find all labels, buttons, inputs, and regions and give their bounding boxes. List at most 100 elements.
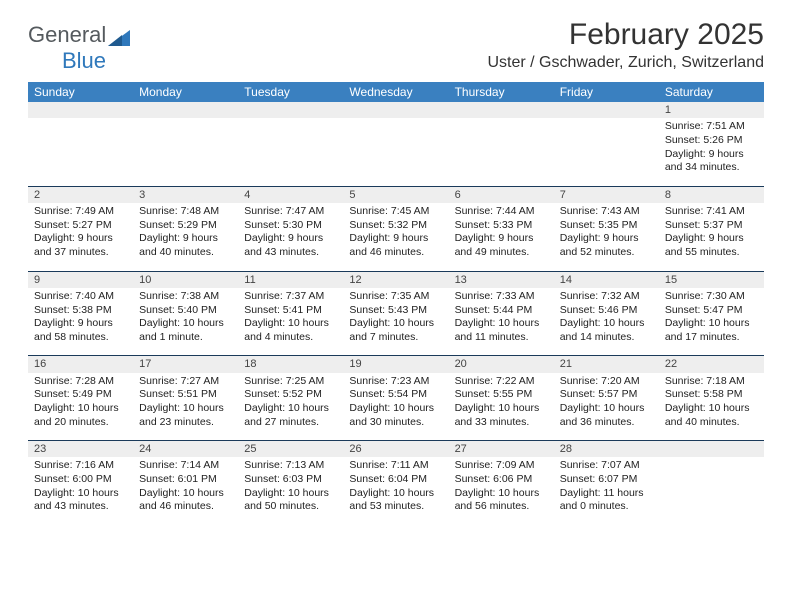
day-detail-cell: Sunrise: 7:32 AMSunset: 5:46 PMDaylight:…	[554, 288, 659, 356]
sunrise-line: Sunrise: 7:32 AM	[560, 290, 653, 304]
sunrise-line: Sunrise: 7:16 AM	[34, 459, 127, 473]
daylight-line: Daylight: 10 hours and 7 minutes.	[349, 317, 442, 344]
daylight-line: Daylight: 9 hours and 49 minutes.	[455, 232, 548, 259]
day-number-cell: 2	[28, 186, 133, 203]
sunset-line: Sunset: 5:32 PM	[349, 219, 442, 233]
sunset-line: Sunset: 6:06 PM	[455, 473, 548, 487]
detail-row: Sunrise: 7:28 AMSunset: 5:49 PMDaylight:…	[28, 373, 764, 441]
daylight-line: Daylight: 10 hours and 40 minutes.	[665, 402, 758, 429]
day-detail-cell: Sunrise: 7:49 AMSunset: 5:27 PMDaylight:…	[28, 203, 133, 271]
sunset-line: Sunset: 5:43 PM	[349, 304, 442, 318]
day-detail-cell: Sunrise: 7:30 AMSunset: 5:47 PMDaylight:…	[659, 288, 764, 356]
day-number-cell: 9	[28, 271, 133, 288]
sunset-line: Sunset: 5:46 PM	[560, 304, 653, 318]
title-block: February 2025 Uster / Gschwader, Zurich,…	[487, 18, 764, 72]
weekday-header: Wednesday	[343, 82, 448, 102]
sunset-line: Sunset: 5:29 PM	[139, 219, 232, 233]
day-detail-cell	[554, 118, 659, 186]
sunset-line: Sunset: 5:51 PM	[139, 388, 232, 402]
sunset-line: Sunset: 5:58 PM	[665, 388, 758, 402]
calendar-page: General Blue February 2025 Uster / Gschw…	[0, 0, 792, 535]
day-detail-cell: Sunrise: 7:14 AMSunset: 6:01 PMDaylight:…	[133, 457, 238, 525]
day-detail-cell: Sunrise: 7:27 AMSunset: 5:51 PMDaylight:…	[133, 373, 238, 441]
sunrise-line: Sunrise: 7:40 AM	[34, 290, 127, 304]
day-detail-cell: Sunrise: 7:25 AMSunset: 5:52 PMDaylight:…	[238, 373, 343, 441]
weekday-header: Saturday	[659, 82, 764, 102]
day-detail-cell: Sunrise: 7:40 AMSunset: 5:38 PMDaylight:…	[28, 288, 133, 356]
day-detail-cell: Sunrise: 7:48 AMSunset: 5:29 PMDaylight:…	[133, 203, 238, 271]
day-detail-cell: Sunrise: 7:43 AMSunset: 5:35 PMDaylight:…	[554, 203, 659, 271]
day-detail-cell: Sunrise: 7:44 AMSunset: 5:33 PMDaylight:…	[449, 203, 554, 271]
day-detail-cell: Sunrise: 7:13 AMSunset: 6:03 PMDaylight:…	[238, 457, 343, 525]
weekday-header: Tuesday	[238, 82, 343, 102]
day-number-cell: 25	[238, 441, 343, 458]
daylight-line: Daylight: 10 hours and 46 minutes.	[139, 487, 232, 514]
sunrise-line: Sunrise: 7:35 AM	[349, 290, 442, 304]
weekday-header: Sunday	[28, 82, 133, 102]
day-detail-cell	[238, 118, 343, 186]
day-number-cell: 4	[238, 186, 343, 203]
sunrise-line: Sunrise: 7:07 AM	[560, 459, 653, 473]
detail-row: Sunrise: 7:51 AMSunset: 5:26 PMDaylight:…	[28, 118, 764, 186]
day-number-cell: 24	[133, 441, 238, 458]
sunset-line: Sunset: 5:55 PM	[455, 388, 548, 402]
daylight-line: Daylight: 9 hours and 34 minutes.	[665, 148, 758, 175]
sunset-line: Sunset: 5:26 PM	[665, 134, 758, 148]
month-title: February 2025	[487, 18, 764, 52]
sunrise-line: Sunrise: 7:14 AM	[139, 459, 232, 473]
daylight-line: Daylight: 9 hours and 37 minutes.	[34, 232, 127, 259]
day-detail-cell: Sunrise: 7:33 AMSunset: 5:44 PMDaylight:…	[449, 288, 554, 356]
weekday-header-row: Sunday Monday Tuesday Wednesday Thursday…	[28, 82, 764, 102]
sunset-line: Sunset: 5:40 PM	[139, 304, 232, 318]
sunset-line: Sunset: 5:52 PM	[244, 388, 337, 402]
day-number-cell	[554, 102, 659, 118]
daylight-line: Daylight: 9 hours and 40 minutes.	[139, 232, 232, 259]
daynum-row: 1	[28, 102, 764, 118]
sunset-line: Sunset: 5:57 PM	[560, 388, 653, 402]
sunrise-line: Sunrise: 7:49 AM	[34, 205, 127, 219]
day-detail-cell	[659, 457, 764, 525]
daylight-line: Daylight: 10 hours and 11 minutes.	[455, 317, 548, 344]
sunrise-line: Sunrise: 7:33 AM	[455, 290, 548, 304]
sunrise-line: Sunrise: 7:43 AM	[560, 205, 653, 219]
day-number-cell: 6	[449, 186, 554, 203]
daylight-line: Daylight: 10 hours and 56 minutes.	[455, 487, 548, 514]
day-detail-cell	[28, 118, 133, 186]
daylight-line: Daylight: 10 hours and 53 minutes.	[349, 487, 442, 514]
day-detail-cell: Sunrise: 7:09 AMSunset: 6:06 PMDaylight:…	[449, 457, 554, 525]
sunset-line: Sunset: 6:07 PM	[560, 473, 653, 487]
sunset-line: Sunset: 5:27 PM	[34, 219, 127, 233]
daylight-line: Daylight: 9 hours and 55 minutes.	[665, 232, 758, 259]
day-number-cell	[238, 102, 343, 118]
daylight-line: Daylight: 10 hours and 33 minutes.	[455, 402, 548, 429]
daylight-line: Daylight: 10 hours and 36 minutes.	[560, 402, 653, 429]
brand-triangle-icon	[108, 28, 130, 48]
day-detail-cell: Sunrise: 7:07 AMSunset: 6:07 PMDaylight:…	[554, 457, 659, 525]
day-detail-cell	[343, 118, 448, 186]
day-number-cell: 16	[28, 356, 133, 373]
daynum-row: 9101112131415	[28, 271, 764, 288]
day-number-cell: 12	[343, 271, 448, 288]
day-number-cell: 23	[28, 441, 133, 458]
day-number-cell: 5	[343, 186, 448, 203]
sunrise-line: Sunrise: 7:09 AM	[455, 459, 548, 473]
sunset-line: Sunset: 6:01 PM	[139, 473, 232, 487]
day-number-cell: 21	[554, 356, 659, 373]
day-detail-cell	[133, 118, 238, 186]
sunrise-line: Sunrise: 7:25 AM	[244, 375, 337, 389]
daylight-line: Daylight: 11 hours and 0 minutes.	[560, 487, 653, 514]
daylight-line: Daylight: 10 hours and 17 minutes.	[665, 317, 758, 344]
sunrise-line: Sunrise: 7:30 AM	[665, 290, 758, 304]
daylight-line: Daylight: 9 hours and 52 minutes.	[560, 232, 653, 259]
day-detail-cell: Sunrise: 7:51 AMSunset: 5:26 PMDaylight:…	[659, 118, 764, 186]
day-number-cell	[133, 102, 238, 118]
sunset-line: Sunset: 5:30 PM	[244, 219, 337, 233]
sunrise-line: Sunrise: 7:41 AM	[665, 205, 758, 219]
day-number-cell: 8	[659, 186, 764, 203]
day-detail-cell: Sunrise: 7:18 AMSunset: 5:58 PMDaylight:…	[659, 373, 764, 441]
daylight-line: Daylight: 9 hours and 43 minutes.	[244, 232, 337, 259]
daylight-line: Daylight: 10 hours and 27 minutes.	[244, 402, 337, 429]
daylight-line: Daylight: 10 hours and 4 minutes.	[244, 317, 337, 344]
sunrise-line: Sunrise: 7:37 AM	[244, 290, 337, 304]
sunrise-line: Sunrise: 7:22 AM	[455, 375, 548, 389]
